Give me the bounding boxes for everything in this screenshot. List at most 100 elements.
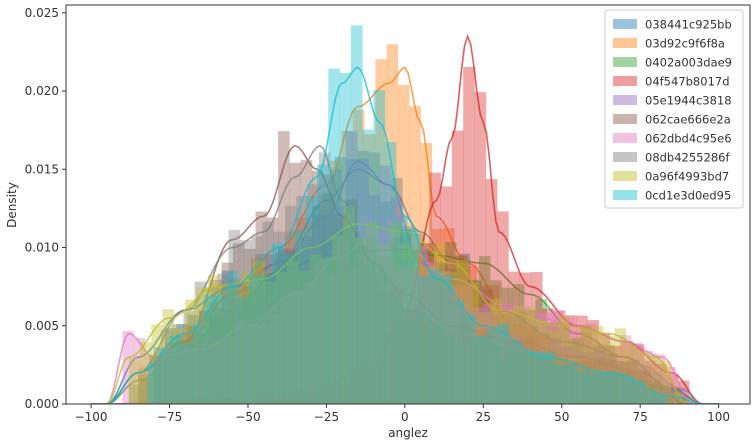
histogram-bar [289,264,301,404]
histogram-bar [524,310,536,404]
histogram-bar [625,360,638,404]
histogram-bar [309,254,322,404]
histogram-bar [633,381,645,404]
legend-item: 04f547b8017d [613,75,730,89]
histogram-bar [232,243,245,404]
histogram-bar [477,284,489,404]
histogram-bar [192,325,205,404]
histogram-bar [492,326,505,404]
histogram-bar [650,379,663,404]
histogram-bar [431,229,444,404]
histogram-bar [151,324,163,404]
histogram-bar [517,306,530,404]
histogram-bar [515,335,527,404]
histogram-bar [362,129,374,404]
histogram-bar [230,287,243,404]
histogram-bar [409,106,421,404]
histogram-bar [456,255,468,404]
histogram-bar [424,270,437,404]
histogram-bar [591,326,604,404]
histogram-bar [520,350,532,404]
histogram-bar [402,259,414,404]
histogram-bar [318,194,331,404]
histogram-bar [289,162,301,404]
histogram-bar [377,244,389,404]
histogram-bar [298,272,310,404]
histogram-bar [557,323,570,404]
histogram-bar [339,72,352,404]
histogram-bar [181,342,194,404]
histogram-bar [237,296,250,404]
histogram-bar [133,337,146,404]
histogram-bar [345,131,358,404]
y-tick-label: 0.020 [25,84,59,98]
histogram-bar [253,296,265,404]
histogram-bar [546,322,559,404]
histogram-bar [418,243,430,404]
histogram-bar [258,324,270,404]
histogram-bar [478,312,491,404]
histogram-bar [214,399,227,404]
legend-swatch [613,114,637,124]
histogram-bar [338,379,351,404]
histogram-bar [655,364,667,404]
series-0cd1e3d0ed95 [91,25,719,404]
histogram-bar [300,239,313,404]
histogram-bar [348,265,360,404]
histogram-bar [477,334,489,404]
histogram-bar [205,287,218,404]
histogram-bar [580,325,593,404]
histogram-bar [524,307,536,404]
histogram-bar [317,164,329,404]
histogram-bar [488,346,500,404]
histogram-bar [330,160,342,404]
histogram-bar [662,392,674,404]
legend-label: 05e1944c3818 [645,94,732,108]
legend-swatch [613,19,637,29]
kde-line [91,66,719,404]
histogram-bar [506,303,519,404]
histogram-bar [461,284,473,404]
histogram-bar [323,214,335,404]
histogram-bar [300,160,313,404]
histogram-bar [399,229,412,404]
legend-swatch [613,190,637,200]
histogram-bar [167,347,180,404]
histogram-bar [416,246,428,404]
histogram-bar [542,308,554,404]
legend-label: 0cd1e3d0ed95 [645,189,731,203]
histogram-bar [354,261,367,404]
histogram-bar [382,219,394,404]
x-tick-label: −100 [75,410,108,424]
histogram-bar [485,179,498,404]
histogram-bar [616,367,629,404]
histogram-bar [560,346,573,404]
histogram-bar [303,281,315,404]
histogram-bar [497,323,510,404]
histogram-bar [386,44,399,404]
histogram-bar [454,255,467,404]
histogram-bar [259,395,272,404]
histogram-bar [334,214,347,404]
histogram-bar [185,354,197,404]
histogram-bar [275,271,288,404]
histogram-bar [311,205,324,404]
histogram-bar [264,281,276,404]
histogram-bar [404,268,417,404]
histogram-bar [670,387,683,404]
histogram-bar [438,270,451,404]
legend-label: 08db4255286f [645,151,730,165]
histogram-bar [365,222,378,404]
histogram-bar [635,380,647,404]
series-0a96f4993bd7 [91,206,719,404]
histogram-bar [643,360,656,404]
legend-swatch [613,133,637,143]
histogram-bar [373,89,386,404]
histogram-bar [140,342,152,404]
histogram-bar [251,236,263,404]
histogram-bar [298,271,310,404]
histogram-bar [183,311,195,404]
histogram-bar [255,288,268,404]
histogram-bar [549,340,561,404]
histogram-bar [644,391,657,404]
